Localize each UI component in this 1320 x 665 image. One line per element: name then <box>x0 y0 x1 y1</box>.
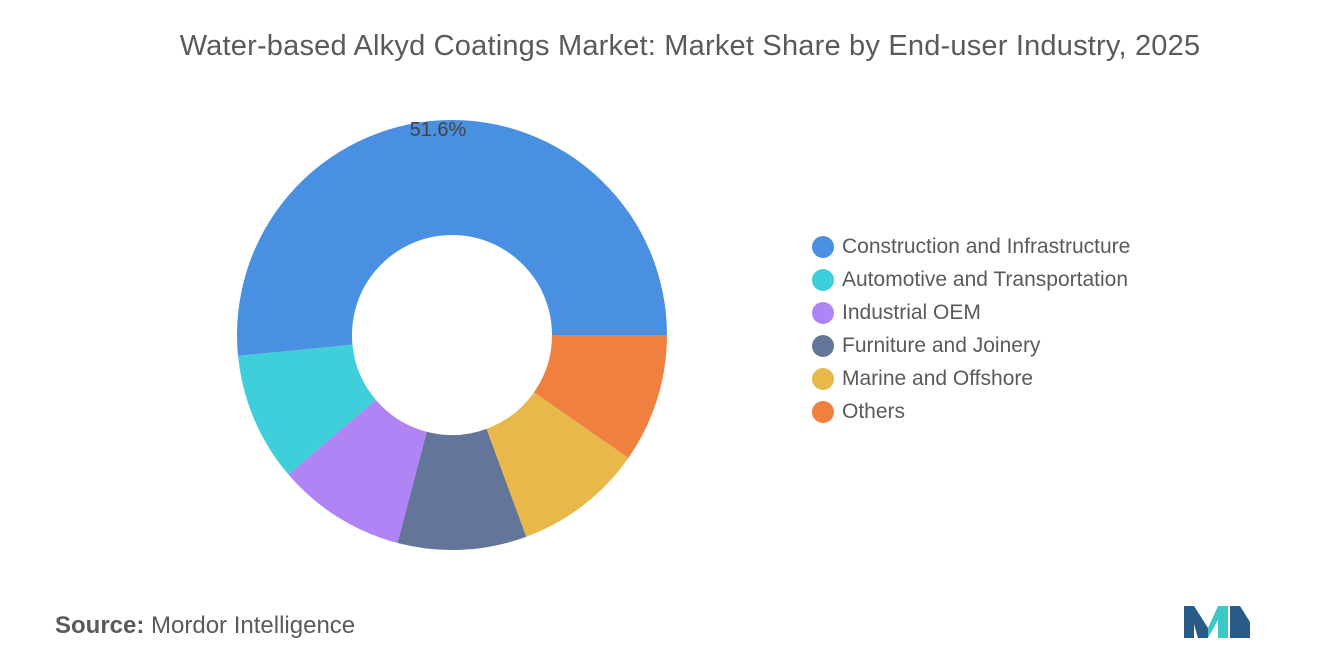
legend-item: Construction and Infrastructure <box>812 230 1130 263</box>
legend-label: Industrial OEM <box>842 300 981 324</box>
source-label: Source: <box>55 612 145 639</box>
donut-slice-2 <box>238 344 376 475</box>
legend-swatch <box>812 334 834 357</box>
legend-item: Furniture and Joinery <box>812 329 1130 362</box>
chart-legend: Construction and Infrastructure Automotiv… <box>812 230 1130 428</box>
legend-item: Others <box>812 395 1130 428</box>
legend-item: Automotive and Transportation <box>812 263 1130 296</box>
legend-item: Industrial OEM <box>812 296 1130 329</box>
legend-label: Others <box>842 399 906 423</box>
donut-slice-6 <box>534 335 667 458</box>
legend-label: Construction and Infrastructure <box>842 234 1131 258</box>
source-note: Source: Mordor Intelligence <box>55 612 355 640</box>
legend-swatch <box>812 301 834 324</box>
donut-slice-3 <box>288 399 427 544</box>
chart-title: Water-based Alkyd Coatings Market: Marke… <box>179 30 1201 62</box>
legend-label: Automotive and Transportation <box>842 267 1129 291</box>
donut-slice-1 <box>237 120 667 356</box>
legend-item: Marine and Offshore <box>812 362 1130 395</box>
source-text: Mordor Intelligence <box>151 612 356 639</box>
legend-label: Furniture and Joinery <box>842 333 1041 357</box>
data-label-1: 51.6% <box>410 119 467 141</box>
legend-swatch <box>812 235 834 258</box>
legend-swatch <box>812 367 834 390</box>
legend-label: Marine and Offshore <box>842 366 1034 390</box>
donut-slice-5 <box>486 392 629 537</box>
donut-slice-4 <box>397 428 527 550</box>
legend-swatch <box>812 268 834 291</box>
legend-swatch <box>812 400 834 423</box>
mordor-intelligence-logo-icon <box>1184 606 1250 638</box>
